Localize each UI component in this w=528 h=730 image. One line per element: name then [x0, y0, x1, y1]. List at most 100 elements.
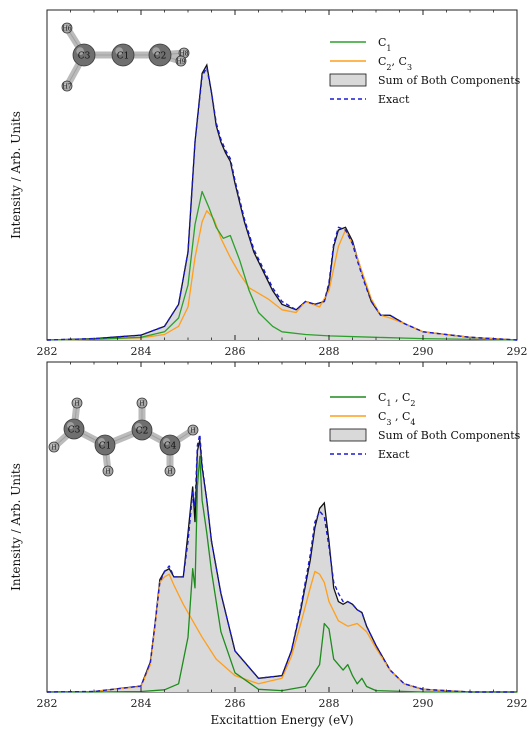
exact-line [46, 433, 517, 693]
x-tick-label: 284 [131, 345, 152, 358]
component-line-0 [47, 455, 517, 693]
atom-label: C1 [117, 52, 130, 62]
x-tick-label: 282 [37, 345, 58, 358]
x-tick-label: 290 [413, 697, 434, 710]
carbon-atom [111, 43, 135, 67]
bottom-panel: 282 284 286 288 290 292 Intensity / Arb. Units… [9, 361, 528, 727]
legend-label-main: C [378, 391, 386, 404]
atom-label: H8 [179, 51, 188, 58]
legend-label: C2, C3 [378, 55, 412, 72]
sum-line [46, 439, 517, 693]
x-tick-label: 292 [507, 345, 528, 358]
carbon-atom [148, 43, 172, 67]
legend-label: Exact [378, 93, 410, 106]
atom-label: H [190, 428, 195, 435]
atom-label: H [139, 401, 144, 408]
top-panel: 282 284 286 288 290 292 Intensity / Arb. Units… [9, 9, 528, 358]
legend-label-sub2: 3 [407, 63, 412, 72]
legend-label-sub2: 4 [410, 418, 415, 427]
hydrogen-atom [48, 441, 60, 453]
component-line-1 [46, 570, 517, 693]
legend-label-sub: 3 [386, 418, 391, 427]
legend-label-sub: 2 [386, 63, 391, 72]
carbon-atom [63, 418, 85, 440]
x-tick-label: 288 [319, 345, 340, 358]
x-tick-label: 286 [225, 697, 246, 710]
component-line-1 [46, 210, 518, 341]
atom-highlight [98, 438, 105, 445]
hydrogen-atom [71, 397, 83, 409]
hydrogen-atom [61, 80, 73, 92]
legend-label-rest: , C [392, 410, 411, 423]
atom-label: H6 [62, 26, 71, 33]
atom-highlight [50, 443, 54, 447]
atom-label: H [74, 401, 79, 408]
atom-label: C2 [136, 427, 149, 437]
molecule-diagram: H C3 C1 H H C2 C4 H H H [48, 397, 199, 477]
x-tick-label: 288 [319, 697, 340, 710]
x-tick-label: 284 [131, 697, 152, 710]
x-tick-label: 292 [507, 697, 528, 710]
atom-highlight [163, 438, 170, 445]
carbon-atom [159, 434, 181, 456]
x-tick-label: 290 [413, 345, 434, 358]
atom-highlight [138, 399, 142, 403]
atom-label: H [51, 445, 56, 452]
carbon-atom [131, 419, 153, 441]
hydrogen-atom [61, 22, 73, 34]
x-axis-label: Excitattion Energy (eV) [210, 713, 353, 727]
atom-highlight [189, 426, 193, 430]
atom-label: C1 [99, 442, 112, 452]
atom-label: C4 [164, 442, 177, 452]
carbon-atom [94, 434, 116, 456]
atom-highlight [63, 82, 67, 86]
y-axis-label: Intensity / Arb. Units [9, 111, 23, 239]
atom-label: C3 [78, 52, 91, 62]
legend-swatch [329, 73, 367, 87]
hydrogen-atom [164, 465, 176, 477]
legend-label-sub: 1 [386, 399, 391, 408]
atom-highlight [73, 399, 77, 403]
legend-label: C1 [378, 36, 392, 53]
atom-label: H7 [62, 84, 71, 91]
hydrogen-atom [136, 397, 148, 409]
carbon-atom [72, 43, 96, 67]
legend-label: Sum of Both Components [378, 429, 521, 442]
y-axis-label: Intensity / Arb. Units [9, 463, 23, 591]
legend-label-main: C [378, 410, 386, 423]
atom-highlight [115, 47, 123, 56]
atom-label: H [167, 469, 172, 476]
atom-highlight [177, 57, 181, 61]
atom-label: H [105, 469, 110, 476]
legend-label-rest: , C [392, 55, 407, 68]
atom-label: C3 [68, 426, 81, 436]
legend-label: Exact [378, 448, 410, 461]
legend-label-rest: , C [392, 391, 411, 404]
legend-label-sub: 1 [386, 44, 391, 53]
hydrogen-atom [187, 424, 199, 436]
legend-label: Sum of Both Components [378, 74, 521, 87]
atom-highlight [166, 467, 170, 471]
legend-label-main: C [378, 55, 386, 68]
atom-label: H9 [176, 59, 185, 66]
exact-line [46, 67, 518, 341]
atom-highlight [76, 47, 84, 56]
atom-highlight [180, 49, 184, 53]
sum-area-fill [47, 439, 517, 692]
atom-highlight [104, 467, 108, 471]
atom-highlight [67, 422, 74, 429]
atom-highlight [135, 423, 142, 430]
legend-label-sub2: 2 [410, 399, 415, 408]
hydrogen-atom [175, 55, 187, 67]
atom-highlight [63, 24, 67, 28]
atom-highlight [152, 47, 160, 56]
legend-label: C3 , C4 [378, 410, 416, 427]
atom-label: C2 [154, 52, 167, 62]
x-tick-label: 286 [225, 345, 246, 358]
plot-frame [46, 361, 518, 693]
component-line-0 [46, 190, 518, 341]
legend-swatch [329, 428, 367, 442]
